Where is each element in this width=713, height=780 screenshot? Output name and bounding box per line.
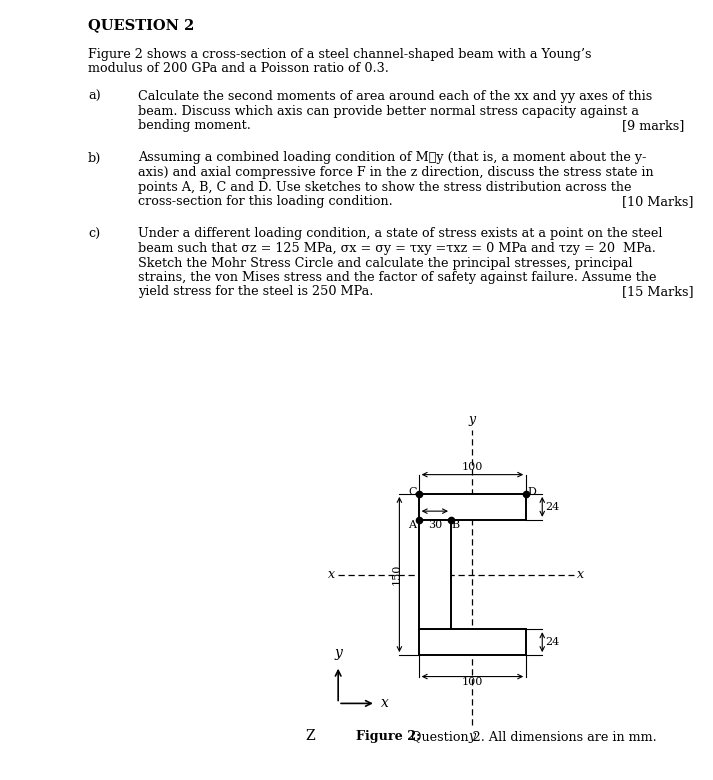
Text: a): a) — [88, 90, 101, 103]
Text: y: y — [469, 730, 476, 743]
Bar — [419, 494, 526, 519]
Text: Under a different loading condition, a state of stress exists at a point on the : Under a different loading condition, a s… — [138, 228, 662, 240]
Text: QUESTION 2: QUESTION 2 — [88, 18, 195, 32]
Text: 100: 100 — [462, 463, 483, 473]
Text: b): b) — [88, 151, 101, 165]
Text: points A, B, C and D. Use sketches to show the stress distribution across the: points A, B, C and D. Use sketches to sh… — [138, 180, 632, 193]
Text: cross-section for this loading condition.: cross-section for this loading condition… — [138, 195, 393, 208]
Text: beam such that σz = 125 MPa, σx = σy = τxy =τxz = 0 MPa and τzy = 20  MPa.: beam such that σz = 125 MPa, σx = σy = τ… — [138, 242, 656, 255]
Bar — [419, 519, 451, 629]
Text: 24: 24 — [545, 502, 560, 512]
Text: x: x — [577, 568, 584, 581]
Text: c): c) — [88, 228, 101, 240]
Text: Calculate the second moments of area around each of the xx and yy axes of this: Calculate the second moments of area aro… — [138, 90, 652, 103]
Text: Question 2. All dimensions are in mm.: Question 2. All dimensions are in mm. — [407, 730, 657, 743]
Text: 100: 100 — [462, 677, 483, 687]
Text: x: x — [381, 697, 389, 711]
Text: C: C — [408, 487, 416, 497]
Text: axis) and axial compressive force F in the z direction, discuss the stress state: axis) and axial compressive force F in t… — [138, 166, 654, 179]
Text: Figure 2:: Figure 2: — [356, 730, 421, 743]
Text: beam. Discuss which axis can provide better normal stress capacity against a: beam. Discuss which axis can provide bet… — [138, 105, 639, 118]
Text: strains, the von Mises stress and the factor of safety against failure. Assume t: strains, the von Mises stress and the fa… — [138, 271, 657, 284]
Text: Z: Z — [305, 729, 315, 743]
Text: y: y — [469, 413, 476, 427]
Text: 24: 24 — [545, 637, 560, 647]
Text: [10 Marks]: [10 Marks] — [622, 195, 694, 208]
Text: Sketch the Mohr Stress Circle and calculate the principal stresses, principal: Sketch the Mohr Stress Circle and calcul… — [138, 257, 632, 270]
Text: 150: 150 — [391, 564, 401, 585]
Text: y: y — [334, 647, 342, 661]
Text: x: x — [328, 568, 335, 581]
Text: B: B — [451, 520, 459, 530]
Text: bending moment.: bending moment. — [138, 119, 251, 132]
Text: 30: 30 — [428, 519, 442, 530]
Text: [15 Marks]: [15 Marks] — [622, 285, 694, 299]
Text: [9 marks]: [9 marks] — [622, 119, 684, 132]
Text: modulus of 200 GPa and a Poisson ratio of 0.3.: modulus of 200 GPa and a Poisson ratio o… — [88, 62, 389, 76]
Text: Assuming a combined loading condition of M᷿y (that is, a moment about the y-: Assuming a combined loading condition of… — [138, 151, 647, 165]
Bar — [419, 629, 526, 655]
Text: Figure 2 shows a cross-section of a steel channel-shaped beam with a Young’s: Figure 2 shows a cross-section of a stee… — [88, 48, 592, 61]
Text: yield stress for the steel is 250 MPa.: yield stress for the steel is 250 MPa. — [138, 285, 374, 299]
Text: A: A — [409, 520, 416, 530]
Text: D: D — [527, 487, 536, 497]
